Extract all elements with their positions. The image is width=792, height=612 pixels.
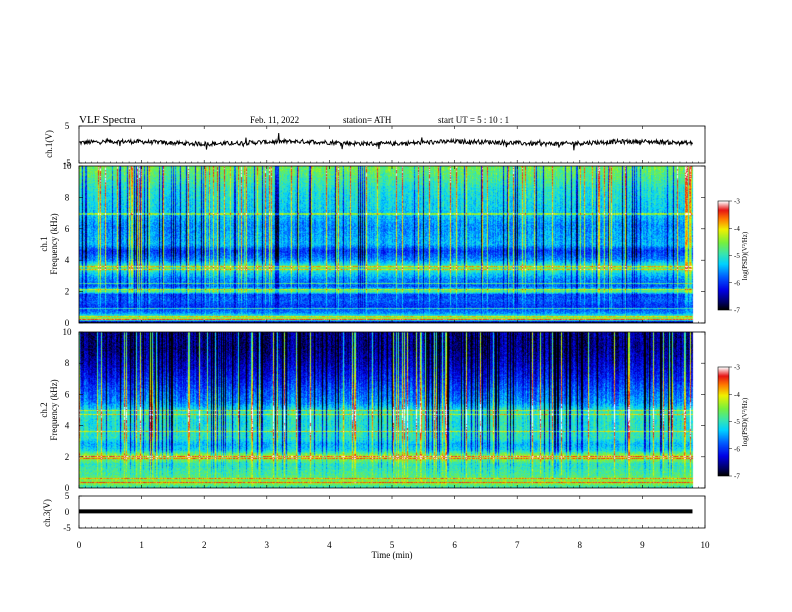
ch1-spectrogram-heatmap [79,166,705,323]
y-tick-label: 10 [63,327,73,337]
ch2-colorbar-label: log(PSD)(V²/Hz) [741,397,749,446]
colorbar-tick-label: -3 [734,364,740,372]
y-tick-label: 2 [65,452,70,462]
colorbar-tick-label: -7 [734,473,740,481]
x-tick-label: 2 [202,540,207,550]
ch2-spectrogram-ylabel-freq: Frequency (kHz) [49,379,59,440]
ch1-spectrogram-ylabel-freq: Frequency (kHz) [49,213,59,274]
station-label: station= ATH [343,115,392,125]
colorbar-tick-label: -5 [734,418,740,426]
y-tick-label: 0 [65,318,70,328]
start-time-label: start UT = 5 : 10 : 1 [438,115,509,125]
ch2-spectrogram-heatmap [79,332,705,488]
y-tick-label: 5 [65,491,70,501]
x-tick-label: 0 [77,540,82,550]
y-tick-label: -5 [63,158,71,168]
ch1-colorbar [718,201,729,310]
y-tick-label: 8 [65,192,70,202]
ch1-colorbar-label: log(PSD)(V²/Hz) [741,231,749,280]
colorbar-tick-label: -7 [734,307,740,315]
ch2-colorbar-container [718,367,729,476]
ch1-colorbar-container [718,201,729,310]
figure-title: VLF Spectra [79,114,136,126]
ch2-colorbar-ticks: -3 -4 -5 -6 -7 [729,364,740,481]
y-tick-label: 10 [63,161,73,171]
x-tick-label: 10 [701,540,711,550]
y-tick-label: 0 [65,507,70,517]
colorbar-tick-label: -4 [734,391,740,399]
y-tick-label: 8 [65,358,70,368]
y-tick-label: -5 [63,523,71,533]
ch1-waveform-plot [78,132,693,151]
colorbar-tick-label: -5 [734,252,740,260]
colorbar-tick-label: -3 [734,198,740,206]
ch2-colorbar [718,367,729,476]
x-tick-label: 5 [390,540,395,550]
x-tick-label: 7 [515,540,520,550]
x-axis-label: Time (min) [372,550,413,560]
y-tick-label: 0 [65,483,70,493]
y-tick-label: 5 [65,121,70,131]
ch3-waveform-ylabel: ch.3(V) [42,499,52,527]
ch1-colorbar-ticks: -3 -4 -5 -6 -7 [729,198,740,315]
ch2-spectrogram-ylabel-channel: ch.2 [39,402,49,417]
x-tick-label: 9 [640,540,645,550]
ch1-waveform-line [78,132,693,151]
x-tick-label: 3 [265,540,270,550]
x-tick-label: 1 [139,540,144,550]
colorbar-tick-label: -6 [734,445,740,453]
ch2-spectrogram-container [79,332,705,488]
y-tick-label: 4 [65,421,70,431]
ch1-waveform-ylabel: ch.1(V) [44,130,54,158]
x-tick-label: 4 [327,540,332,550]
y-tick-label: 2 [65,287,70,297]
y-tick-label: 6 [65,389,70,399]
y-tick-label: 4 [65,255,70,265]
ch1-spectrogram-container [79,166,705,323]
colorbar-tick-label: -4 [734,225,740,233]
ch1-spectrogram-ylabel-channel: ch.1 [39,236,49,251]
y-tick-label: 6 [65,224,70,234]
x-tick-label: 6 [452,540,457,550]
date-label: Feb. 11, 2022 [250,115,299,125]
colorbar-tick-label: -6 [734,279,740,287]
x-tick-label: 8 [578,540,583,550]
